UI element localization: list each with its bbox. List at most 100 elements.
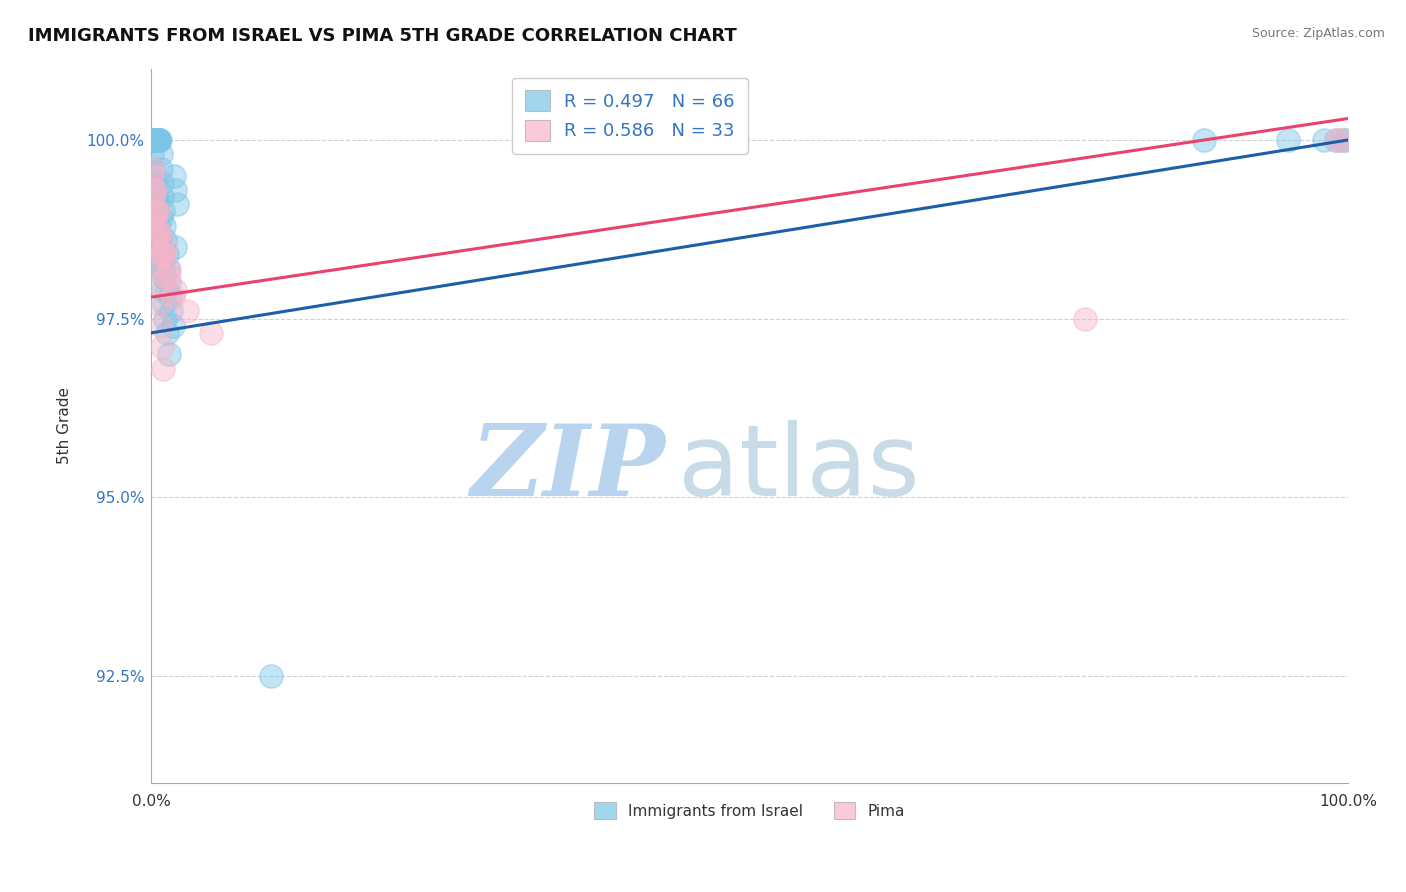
Point [148,133,170,147]
Point [163,240,186,254]
Point [155,247,177,261]
Point [149,247,172,261]
Point [148,226,170,240]
Point [149,133,172,147]
Point [145,133,167,147]
Point [149,318,172,333]
Point [157,261,180,276]
Point [142,190,165,204]
Point [163,169,186,183]
Point [148,233,170,247]
Point [146,226,169,240]
Point [148,133,170,147]
Point [163,183,186,197]
Point [260,669,283,683]
Point [146,133,169,147]
Point [1324,133,1347,147]
Point [145,233,167,247]
Point [1330,133,1353,147]
Point [155,233,177,247]
Point [150,176,173,190]
Point [157,347,180,361]
Point [155,240,177,254]
Point [143,211,166,226]
Point [142,161,165,176]
Text: atlas: atlas [678,420,920,517]
Point [148,276,170,290]
Point [146,204,169,219]
Point [143,176,166,190]
Point [153,219,176,233]
Point [1073,311,1095,326]
Point [176,304,198,318]
Point [142,133,165,147]
Point [150,340,173,354]
Point [166,197,188,211]
Point [155,268,177,283]
Point [143,133,166,147]
Point [200,326,222,340]
Point [153,297,176,311]
Point [1277,133,1299,147]
Legend: Immigrants from Israel, Pima: Immigrants from Israel, Pima [588,796,911,825]
Point [1324,133,1347,147]
Point [153,247,176,261]
Point [141,169,163,183]
Point [143,183,166,197]
Point [152,268,174,283]
Y-axis label: 5th Grade: 5th Grade [58,387,72,464]
Point [146,133,169,147]
Point [152,261,174,276]
Text: IMMIGRANTS FROM ISRAEL VS PIMA 5TH GRADE CORRELATION CHART: IMMIGRANTS FROM ISRAEL VS PIMA 5TH GRADE… [28,27,737,45]
Point [1313,133,1336,147]
Text: ZIP: ZIP [471,420,665,516]
Point [1330,133,1353,147]
Point [149,147,172,161]
Point [146,240,169,254]
Point [162,318,184,333]
Point [152,361,174,376]
Point [149,211,172,226]
Point [152,204,174,219]
Point [149,247,172,261]
Point [143,133,166,147]
Point [142,183,165,197]
Point [141,169,163,183]
Point [155,283,177,297]
Point [150,247,173,261]
Point [148,133,170,147]
Point [143,183,166,197]
Point [142,161,165,176]
Point [145,133,167,147]
Point [145,190,167,204]
Point [143,226,166,240]
Point [148,233,170,247]
Point [152,283,174,297]
Point [149,247,172,261]
Point [155,326,177,340]
Point [163,283,186,297]
Point [159,290,181,304]
Point [160,304,183,318]
Point [145,204,167,219]
Point [142,204,165,219]
Point [148,219,170,233]
Point [148,297,170,311]
Point [141,133,163,147]
Point [143,204,166,219]
Point [150,261,173,276]
Text: Source: ZipAtlas.com: Source: ZipAtlas.com [1251,27,1385,40]
Point [148,254,170,268]
Point [149,226,172,240]
Point [1194,133,1216,147]
Point [156,261,179,276]
Point [1334,133,1357,147]
Point [162,290,184,304]
Point [157,276,180,290]
Point [146,197,169,211]
Point [150,161,173,176]
Point [150,190,173,204]
Point [146,254,169,268]
Point [141,147,163,161]
Point [146,204,169,219]
